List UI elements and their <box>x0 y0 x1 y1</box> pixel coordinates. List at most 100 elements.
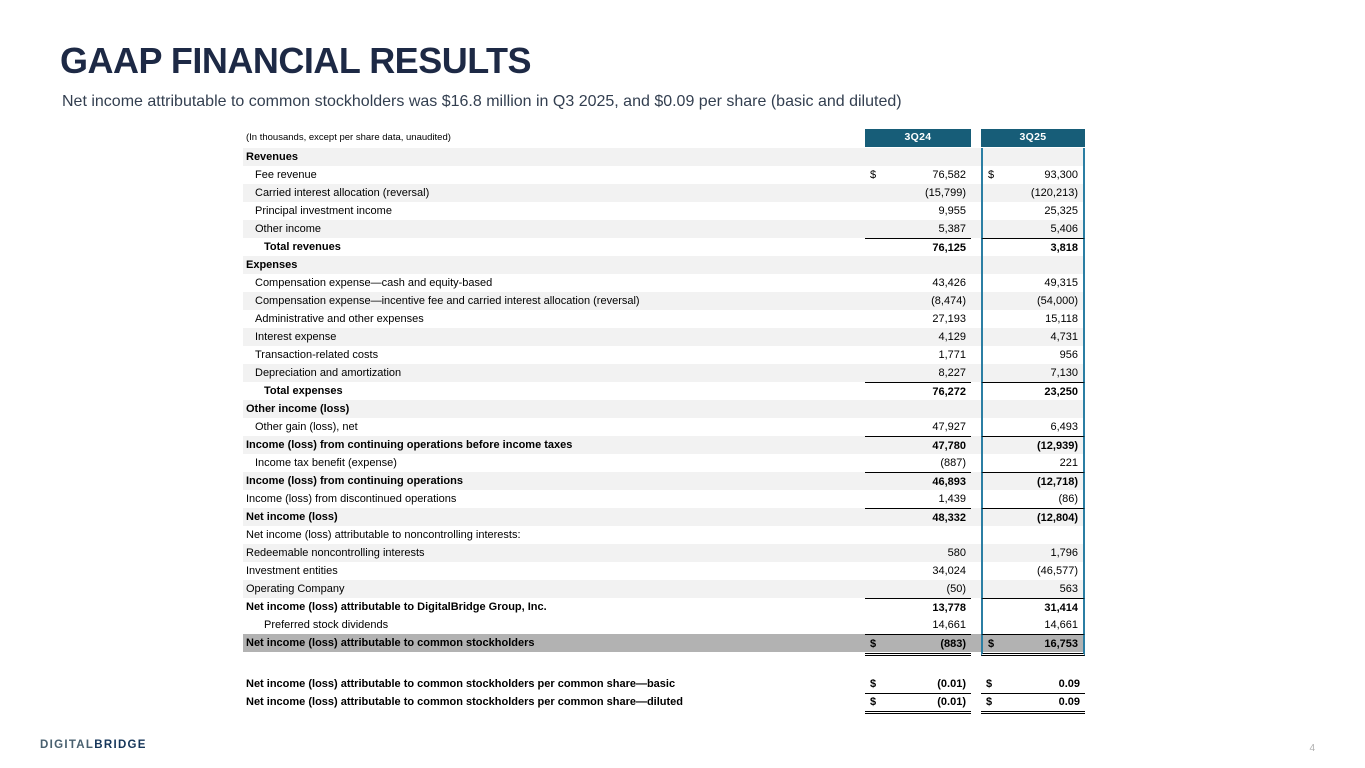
value-cell-3q24: 46,893 <box>865 472 971 491</box>
column-gap <box>971 310 981 328</box>
page-title: GAAP FINANCIAL RESULTS <box>60 40 532 81</box>
value-cell-3q24 <box>865 400 971 418</box>
table-row: Net income (loss) attributable to Digita… <box>243 598 1085 617</box>
cell-value: 3,818 <box>1050 242 1078 254</box>
column-gap <box>971 238 981 257</box>
column-gap <box>971 616 981 634</box>
table-row: Income tax benefit (expense) (887) 221 <box>243 454 1085 472</box>
row-label: Net income (loss) attributable to noncon… <box>246 529 521 541</box>
column-gap <box>971 472 981 491</box>
cell-value: 1,796 <box>1050 547 1078 559</box>
row-label: Total expenses <box>264 385 343 397</box>
dollar-sign: $ <box>870 638 877 650</box>
table-row: Net income (loss) attributable to noncon… <box>243 526 1085 544</box>
cell-value: 5,387 <box>938 223 966 235</box>
column-header-3q25: 3Q25 <box>981 129 1085 147</box>
row-label: Income tax benefit (expense) <box>255 457 397 469</box>
value-cell-3q24 <box>865 256 971 274</box>
value-cell-3q24: 580 <box>865 544 971 562</box>
cell-value: 7,130 <box>1050 367 1078 379</box>
column-gap <box>971 693 981 714</box>
row-label: Net income (loss) attributable to common… <box>246 637 535 649</box>
value-cell-3q24: 48,332 <box>865 508 971 527</box>
value-cell-3q24: 8,227 <box>865 364 971 382</box>
cell-value: 563 <box>1059 583 1078 595</box>
row-label: Net income (loss) attributable to Digita… <box>246 601 547 613</box>
cell-value: 47,780 <box>932 440 966 452</box>
cell-value: 5,406 <box>1050 223 1078 235</box>
table-row: Net income (loss) attributable to common… <box>243 693 1085 714</box>
value-cell-3q24: 13,778 <box>865 598 971 617</box>
row-label: Net income (loss) <box>246 511 338 523</box>
table-row: Interest expense 4,129 4,731 <box>243 328 1085 346</box>
table-row: Preferred stock dividends 14,661 14,661 <box>243 616 1085 634</box>
column-gap <box>971 184 981 202</box>
column-gap <box>971 274 981 292</box>
row-label: Preferred stock dividends <box>264 619 389 631</box>
logo-bridge: BRIDGE <box>94 739 147 751</box>
page-number: 4 <box>1309 743 1315 754</box>
row-label: Fee revenue <box>255 169 317 181</box>
cell-value: 23,250 <box>1044 386 1078 398</box>
table-row: Expenses <box>243 256 1085 274</box>
row-label: Other gain (loss), net <box>255 421 358 433</box>
column-header-3q24: 3Q24 <box>865 129 971 147</box>
row-label: Principal investment income <box>255 205 392 217</box>
cell-value: 93,300 <box>1044 169 1078 181</box>
table-row: Investment entities 34,024 (46,577) <box>243 562 1085 580</box>
cell-value: (54,000) <box>1037 295 1078 307</box>
value-cell-3q24: $76,582 <box>865 166 971 184</box>
table-row: Compensation expense—incentive fee and c… <box>243 292 1085 310</box>
value-cell-3q25 <box>981 652 1085 675</box>
column-gap <box>971 328 981 346</box>
dollar-sign: $ <box>986 678 993 690</box>
row-label: Interest expense <box>255 331 337 343</box>
value-cell-3q25: (46,577) <box>981 562 1085 580</box>
value-cell-3q25: 49,315 <box>981 274 1085 292</box>
row-label: Income (loss) from continuing operations… <box>246 439 573 451</box>
row-label: Other income (loss) <box>246 403 350 415</box>
table-row: Other income (loss) <box>243 400 1085 418</box>
value-cell-3q24: 4,129 <box>865 328 971 346</box>
column-gap <box>971 220 981 238</box>
value-cell-3q25: (86) <box>981 490 1085 508</box>
cell-value: (46,577) <box>1037 565 1078 577</box>
cell-value: 1,771 <box>938 349 966 361</box>
cell-value: (12,718) <box>1037 476 1078 488</box>
value-cell-3q24: 1,439 <box>865 490 971 508</box>
row-label <box>243 652 865 675</box>
cell-value: (883) <box>940 638 966 650</box>
value-cell-3q25: $0.09 <box>981 693 1085 714</box>
column-gap <box>971 562 981 580</box>
row-label: Income (loss) from discontinued operatio… <box>246 493 457 505</box>
row-label: Compensation expense—cash and equity-bas… <box>255 277 493 289</box>
table-row: Net income (loss) 48,332 (12,804) <box>243 508 1085 527</box>
cell-value: 1,439 <box>938 493 966 505</box>
cell-value: 47,927 <box>932 421 966 433</box>
column-gap <box>971 364 981 382</box>
table-row: Depreciation and amortization 8,227 7,130 <box>243 364 1085 382</box>
value-cell-3q25: 4,731 <box>981 328 1085 346</box>
value-cell-3q25: 25,325 <box>981 202 1085 220</box>
row-label: Redeemable noncontrolling interests <box>246 547 425 559</box>
cell-value: 4,731 <box>1050 331 1078 343</box>
cell-value: 16,753 <box>1044 638 1078 650</box>
cell-value: 76,272 <box>932 386 966 398</box>
value-cell-3q25: 3,818 <box>981 238 1085 257</box>
table-row: Total revenues 76,125 3,818 <box>243 238 1085 257</box>
column-gap <box>971 436 981 455</box>
value-cell-3q24: (887) <box>865 454 971 472</box>
value-cell-3q24: $ (0.01) <box>865 675 971 694</box>
cell-value: 49,315 <box>1044 277 1078 289</box>
value-cell-3q25: 956 <box>981 346 1085 364</box>
table-row <box>243 652 1085 675</box>
value-cell-3q24: 47,927 <box>865 418 971 436</box>
column-gap <box>971 454 981 472</box>
value-cell-3q24: 1,771 <box>865 346 971 364</box>
value-cell-3q25 <box>981 526 1085 544</box>
cell-value: 8,227 <box>938 367 966 379</box>
cell-value: (50) <box>946 583 966 595</box>
value-cell-3q24: 27,193 <box>865 310 971 328</box>
value-cell-3q24: $ (0.01) <box>865 693 971 714</box>
column-gap <box>971 202 981 220</box>
